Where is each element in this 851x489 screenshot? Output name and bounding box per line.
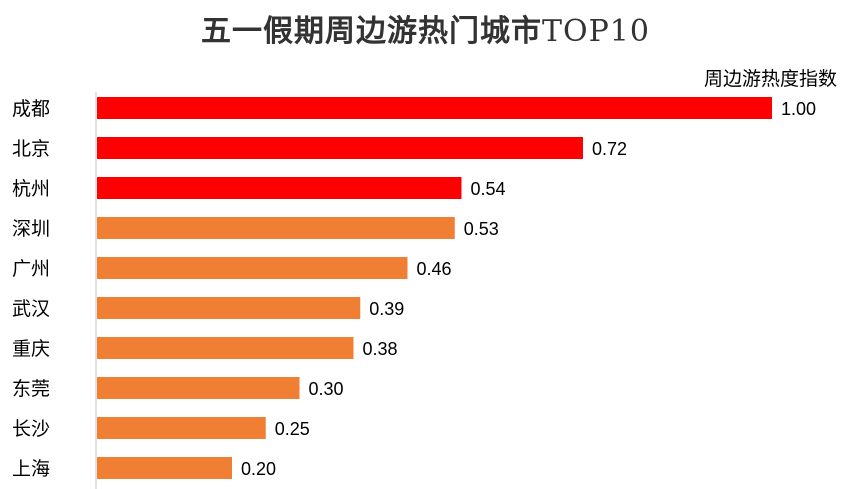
- category-label-6: 武汉: [12, 298, 50, 320]
- value-label-10: 0.20: [241, 459, 276, 479]
- category-label-7: 重庆: [12, 338, 50, 360]
- bar-10: [97, 457, 232, 479]
- value-label-4: 0.53: [464, 219, 499, 239]
- bar-5: [97, 257, 408, 279]
- bar-3: [97, 177, 462, 199]
- bar-2: [97, 137, 583, 159]
- bar-4: [97, 217, 455, 239]
- value-label-6: 0.39: [369, 299, 404, 319]
- bar-7: [97, 337, 354, 359]
- bar-9: [97, 417, 266, 439]
- bar-6: [97, 297, 361, 319]
- chart-title-latin: TOP10: [542, 14, 650, 49]
- category-label-2: 北京: [12, 138, 50, 160]
- value-label-3: 0.54: [471, 179, 506, 199]
- bar-1: [97, 97, 772, 119]
- category-label-10: 上海: [12, 458, 50, 480]
- chart-title: 五一假期周边游热门城市TOP10: [0, 6, 851, 50]
- value-axis-label: 周边游热度指数: [703, 68, 837, 90]
- category-label-9: 长沙: [12, 418, 50, 440]
- category-label-4: 深圳: [12, 218, 50, 240]
- value-label-2: 0.72: [592, 139, 627, 159]
- category-label-5: 广州: [12, 258, 50, 280]
- value-label-7: 0.38: [363, 339, 398, 359]
- category-label-3: 杭州: [12, 178, 50, 200]
- bar-8: [97, 377, 300, 399]
- chart-title-cn: 五一假期周边游热门城市: [201, 14, 543, 49]
- value-label-9: 0.25: [275, 419, 310, 439]
- category-label-1: 成都: [12, 98, 50, 120]
- value-label-8: 0.30: [309, 379, 344, 399]
- category-label-8: 东莞: [12, 378, 50, 400]
- value-label-1: 1.00: [781, 99, 816, 119]
- value-label-5: 0.46: [417, 259, 452, 279]
